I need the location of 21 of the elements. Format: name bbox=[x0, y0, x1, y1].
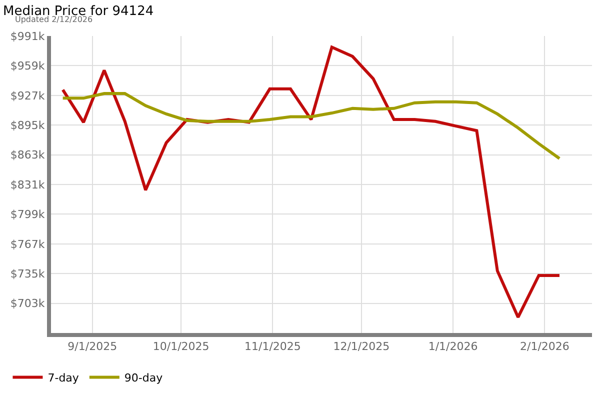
line-series bbox=[61, 46, 561, 319]
x-tick-label: 9/1/2025 bbox=[68, 340, 118, 354]
y-tick-label: $735k bbox=[10, 267, 46, 280]
line-series bbox=[61, 92, 561, 160]
y-tick-label: $799k bbox=[10, 208, 46, 222]
y-tick-label: $767k bbox=[10, 238, 46, 251]
y-tick-label: $959k bbox=[10, 60, 46, 73]
y-tick-label: $895k bbox=[10, 118, 46, 132]
x-tick-label: 10/1/2025 bbox=[152, 340, 210, 354]
y-tick-label: $831k bbox=[10, 178, 46, 192]
x-tick-label: 12/1/2025 bbox=[333, 340, 390, 354]
y-tick-label: $927k bbox=[10, 89, 46, 102]
chart-subtitle: Updated 2/12/2026 bbox=[15, 15, 93, 24]
y-tick-label: $991k bbox=[10, 30, 46, 43]
y-tick-label: $703k bbox=[10, 297, 46, 310]
legend-label: 7-day bbox=[48, 371, 80, 384]
x-tick-label: 11/1/2025 bbox=[244, 340, 301, 354]
x-tick-label: 2/1/2026 bbox=[520, 340, 570, 354]
legend-label: 90-day bbox=[124, 371, 164, 384]
x-tick-label: 1/1/2026 bbox=[428, 340, 478, 354]
y-tick-label: $863k bbox=[10, 148, 46, 162]
